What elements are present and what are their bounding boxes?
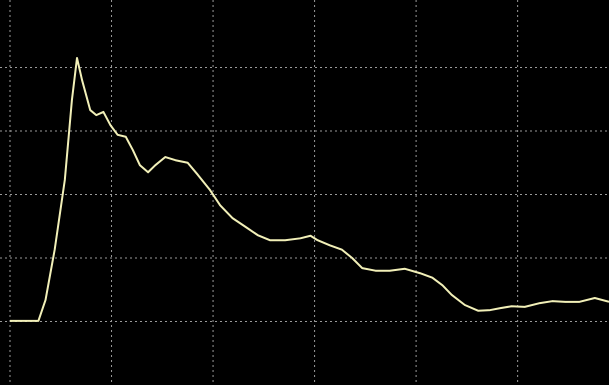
data-line [10,56,609,322]
